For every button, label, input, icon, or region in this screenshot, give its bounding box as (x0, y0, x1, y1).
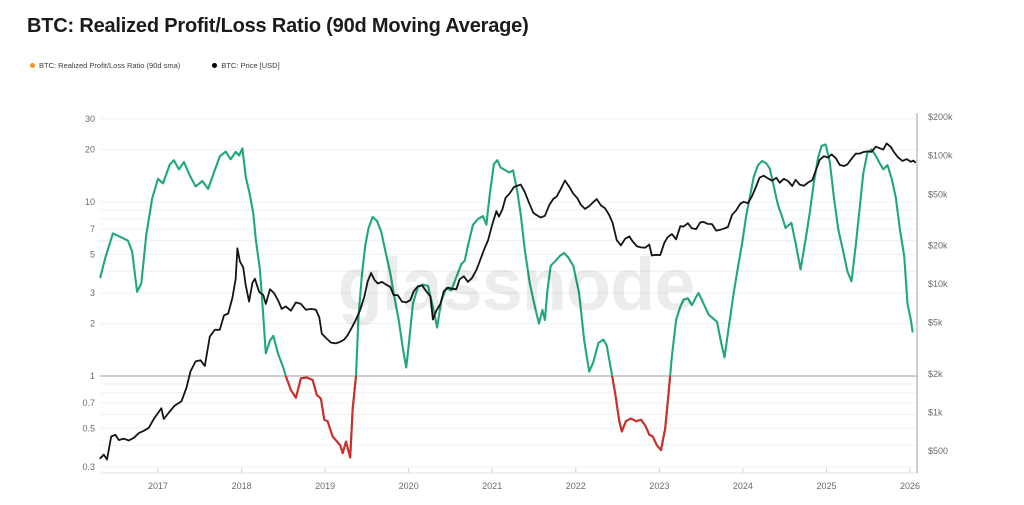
y-axis-right-tick-label: $100k (928, 151, 953, 161)
y-axis-left-tick-label: 30 (85, 114, 95, 124)
y-axis-right-tick-label: $5k (928, 318, 943, 328)
y-axis-right-tick-label: $1k (928, 408, 943, 418)
price-line (99, 142, 916, 461)
y-axis-left-tick-label: 0.5 (82, 423, 95, 433)
ratio-line-red (284, 376, 672, 459)
x-axis-tick-label: 2020 (399, 481, 419, 491)
y-axis-left-tick-label: 5 (90, 249, 95, 259)
y-axis-right-tick-label: $20k (928, 240, 948, 250)
legend-ratio-label: BTC: Realized Profit/Loss Ratio (90d sma… (39, 61, 181, 70)
x-axis-tick-label: 2025 (816, 481, 836, 491)
y-axis-right-tick-label: $500 (928, 446, 948, 456)
x-axis-tick-label: 2019 (315, 481, 335, 491)
x-axis-tick-label: 2026 (900, 481, 920, 491)
x-axis-tick-label: 2017 (148, 481, 168, 491)
legend-ratio-dot-icon (30, 63, 35, 68)
legend: BTC: Realized Profit/Loss Ratio (90d sma… (30, 61, 312, 70)
y-axis-left-tick-label: 3 (90, 288, 95, 298)
y-axis-right-tick-label: $200k (928, 112, 953, 122)
x-axis-tick-label: 2023 (649, 481, 669, 491)
y-axis-right-tick-label: $50k (928, 189, 948, 199)
x-axis-tick-label: 2021 (482, 481, 502, 491)
y-axis-left-tick-label: 0.3 (82, 462, 95, 472)
y-axis-right-tick-label: $10k (928, 279, 948, 289)
x-axis-tick-label: 2022 (566, 481, 586, 491)
chart-title: BTC: Realized Profit/Loss Ratio (90d Mov… (27, 15, 529, 37)
legend-item-price[interactable]: BTC: Price [USD] (212, 61, 280, 70)
y-axis-left-tick-label: 0.7 (82, 398, 95, 408)
y-axis-left-tick-label: 10 (85, 197, 95, 207)
x-axis-tick-label: 2024 (733, 481, 753, 491)
x-axis-tick-label: 2018 (232, 481, 252, 491)
y-axis-left-tick-label: 7 (90, 224, 95, 234)
y-axis-left-tick-label: 1 (90, 371, 95, 381)
ratio-line-green (99, 143, 914, 459)
y-axis-left-tick-label: 20 (85, 145, 95, 155)
legend-price-label: BTC: Price [USD] (221, 61, 280, 70)
legend-item-ratio[interactable]: BTC: Realized Profit/Loss Ratio (90d sma… (30, 61, 180, 70)
y-axis-left-tick-label: 2 (90, 319, 95, 329)
legend-price-dot-icon (212, 63, 218, 68)
y-axis-right-tick-label: $2k (928, 369, 943, 379)
